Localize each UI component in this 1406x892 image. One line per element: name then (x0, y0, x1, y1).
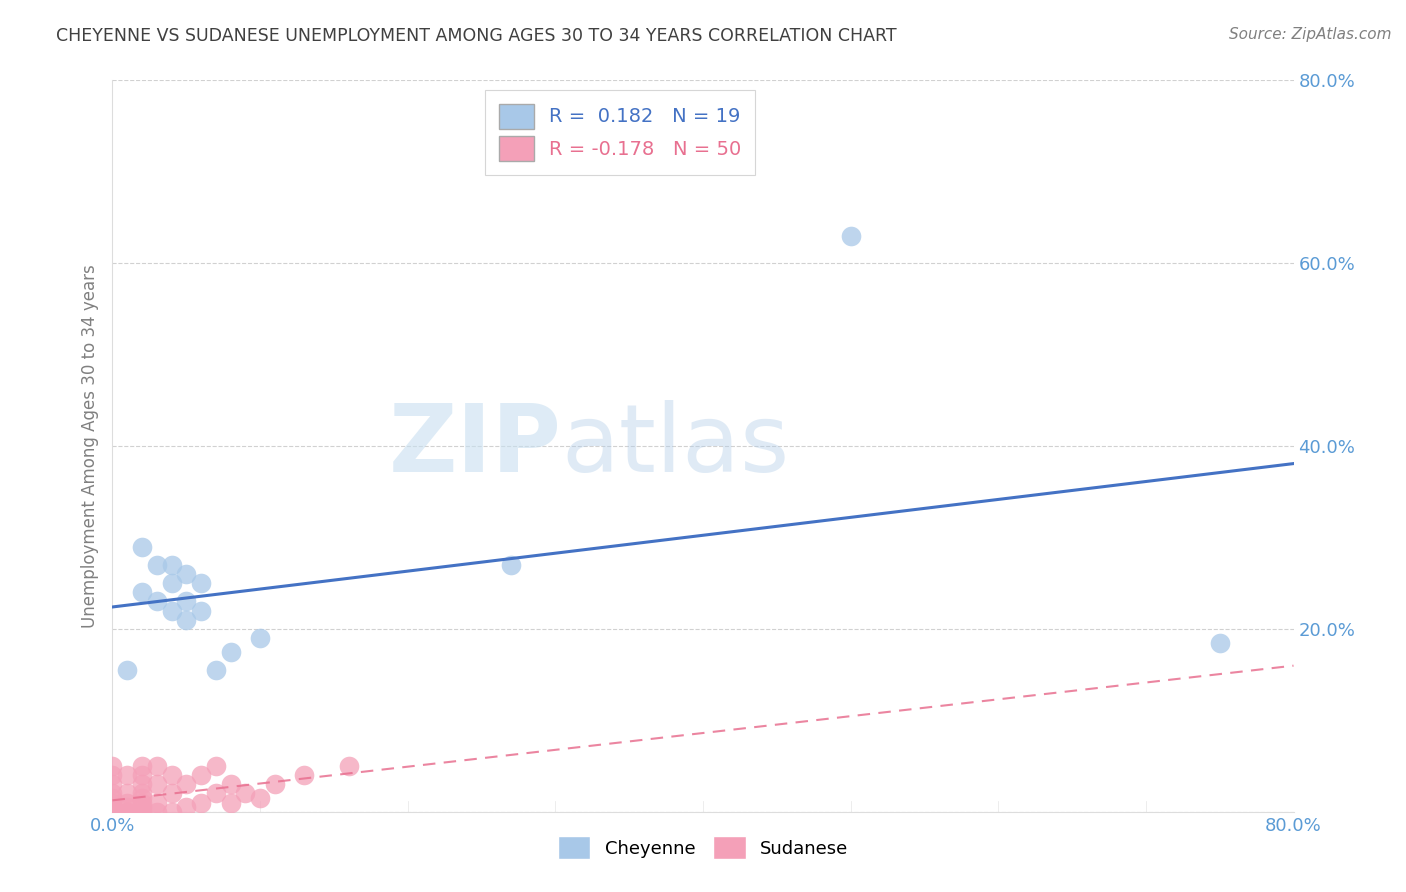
Point (146, 594, 169, 608)
Point (101, 768, 124, 782)
Point (146, 805, 169, 819)
Point (146, 558, 169, 572)
Point (174, 613, 197, 627)
Point (131, 768, 153, 782)
Point (205, 759, 228, 773)
Point (117, 796, 138, 810)
Legend: Cheyenne, Sudanese: Cheyenne, Sudanese (548, 827, 858, 869)
Point (101, 800, 124, 814)
Point (101, 805, 124, 819)
Point (146, 777, 169, 791)
Point (190, 768, 212, 782)
Point (101, 805, 124, 819)
Point (131, 787, 153, 801)
Point (249, 791, 271, 805)
Point (131, 540, 153, 554)
Point (101, 805, 124, 819)
Point (205, 663, 228, 677)
Point (219, 645, 242, 659)
Point (131, 791, 153, 805)
Point (160, 805, 183, 819)
Point (160, 768, 183, 782)
Point (190, 576, 212, 591)
Point (101, 805, 124, 819)
Point (160, 787, 183, 801)
Point (174, 567, 197, 582)
Point (249, 631, 271, 645)
Point (501, 558, 523, 572)
Point (160, 603, 183, 617)
Point (337, 759, 360, 773)
Point (117, 800, 138, 814)
Point (101, 805, 124, 819)
Point (101, 787, 124, 801)
Point (160, 576, 183, 591)
Point (131, 585, 153, 599)
Point (146, 759, 169, 773)
Point (101, 791, 124, 805)
Point (101, 777, 124, 791)
Point (117, 805, 138, 819)
Point (219, 796, 242, 810)
Point (1208, 635, 1232, 649)
Point (190, 796, 212, 810)
Point (839, 228, 862, 243)
Point (174, 800, 197, 814)
Point (264, 777, 287, 791)
Text: Source: ZipAtlas.com: Source: ZipAtlas.com (1229, 27, 1392, 42)
Point (117, 787, 138, 801)
Point (146, 796, 169, 810)
Point (160, 558, 183, 572)
Point (205, 787, 228, 801)
Point (117, 805, 138, 819)
Point (219, 777, 242, 791)
Point (117, 768, 138, 782)
Text: atlas: atlas (561, 400, 790, 492)
Point (101, 805, 124, 819)
Point (101, 805, 124, 819)
Point (233, 787, 256, 801)
Point (101, 805, 124, 819)
Point (117, 663, 138, 677)
Point (174, 777, 197, 791)
Point (131, 796, 153, 810)
Point (101, 796, 124, 810)
Point (131, 805, 153, 819)
Y-axis label: Unemployment Among Ages 30 to 34 years: Unemployment Among Ages 30 to 34 years (80, 264, 98, 628)
Point (131, 800, 153, 814)
Point (101, 759, 124, 773)
Point (131, 805, 153, 819)
Point (292, 768, 315, 782)
Text: CHEYENNE VS SUDANESE UNEMPLOYMENT AMONG AGES 30 TO 34 YEARS CORRELATION CHART: CHEYENNE VS SUDANESE UNEMPLOYMENT AMONG … (56, 27, 897, 45)
Text: ZIP: ZIP (388, 400, 561, 492)
Point (131, 777, 153, 791)
Point (190, 603, 212, 617)
Point (131, 759, 153, 773)
Point (174, 594, 197, 608)
